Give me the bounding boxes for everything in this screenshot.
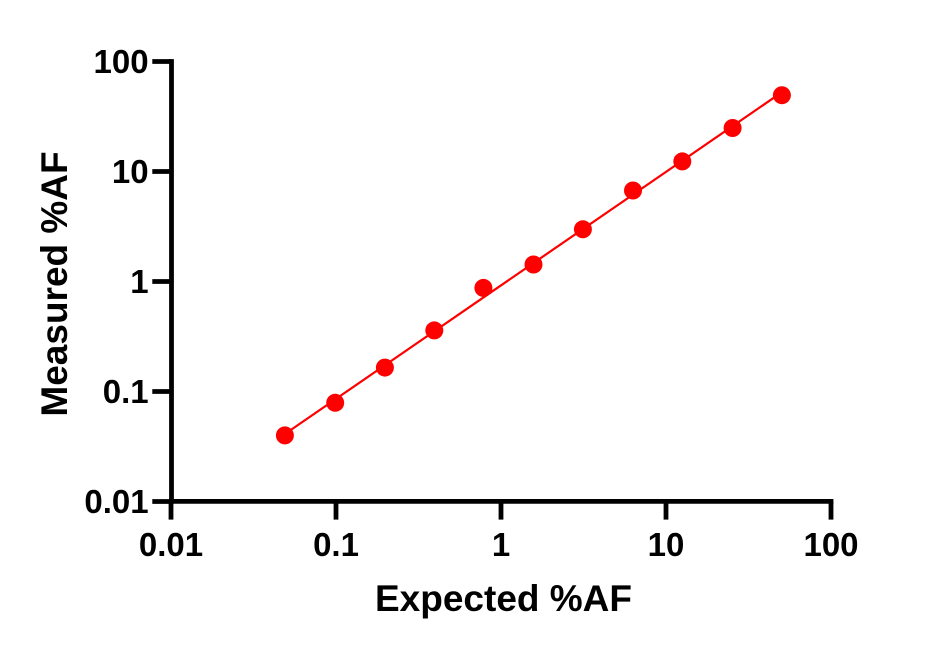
svg-text:0.1: 0.1 [103, 373, 149, 410]
svg-text:1: 1 [130, 263, 148, 300]
svg-text:Measured %AF: Measured %AF [34, 151, 75, 416]
svg-text:1: 1 [492, 526, 510, 563]
svg-text:10: 10 [112, 153, 149, 190]
svg-text:0.01: 0.01 [84, 483, 148, 520]
svg-text:0.1: 0.1 [313, 526, 359, 563]
svg-text:10: 10 [648, 526, 685, 563]
svg-text:100: 100 [803, 526, 858, 563]
svg-text:0.01: 0.01 [139, 526, 203, 563]
svg-text:Expected %AF: Expected %AF [375, 578, 632, 619]
svg-text:100: 100 [94, 43, 149, 80]
